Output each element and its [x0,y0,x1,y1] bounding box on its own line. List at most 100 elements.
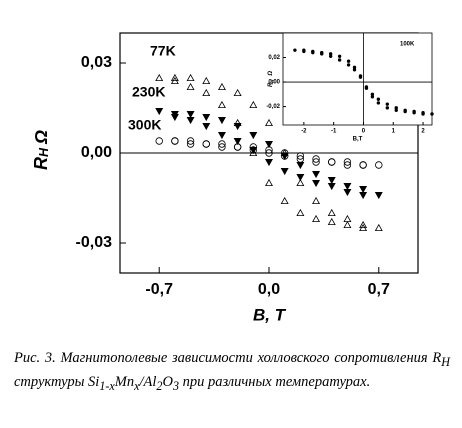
marker [280,152,289,160]
marker [312,179,321,188]
marker [337,58,342,62]
marker [155,73,164,82]
marker [202,113,211,122]
x-tick-label: 0 [362,129,366,135]
marker [217,82,226,91]
marker [328,54,333,59]
marker [296,155,305,163]
x-tick-label: 2 [421,129,425,135]
caption-text: структуры Si [14,373,100,390]
marker [186,140,195,148]
marker [375,161,383,169]
marker [374,223,383,232]
marker [376,101,381,105]
marker [296,152,305,160]
marker [359,185,368,194]
marker [370,95,375,99]
marker [312,214,321,223]
marker [186,116,195,125]
y-tick-label: 0,00 [81,144,112,161]
marker [217,131,226,140]
marker [249,143,258,151]
marker [249,100,258,109]
marker [249,146,258,154]
marker [265,146,273,154]
x-tick-label: 0,7 [368,281,390,298]
marker [265,118,273,127]
marker [218,143,226,151]
marker [328,158,336,166]
marker [327,176,336,185]
marker [343,158,352,166]
y-label-unit: Ω [268,71,274,77]
marker [359,220,368,229]
y-label-main: R [268,82,274,87]
y-axis-label: RHΩ [268,71,276,87]
y-axis-label: RHΩ [31,130,52,170]
marker [217,100,226,109]
series-label: 230K [132,84,165,100]
marker [265,158,273,167]
marker [312,196,321,205]
marker [346,59,351,63]
x-tick-label: -1 [331,129,337,135]
marker [265,149,273,157]
marker [296,178,305,187]
marker [296,208,305,217]
y-tick-label: 0,03 [81,54,112,71]
marker [359,191,368,200]
marker [186,73,195,82]
series-label: 300K [128,117,161,133]
series-label: 100K [400,42,415,48]
y-label-sub: H [37,147,51,157]
marker [170,73,179,82]
marker [346,63,351,67]
marker [343,188,352,197]
marker [218,140,226,148]
marker [265,140,273,149]
x-tick-label: 1 [392,129,396,135]
marker [233,137,242,146]
x-axis-label: B, T [253,305,287,324]
caption-text: /Al [139,373,157,390]
marker [343,182,352,191]
marker [202,88,211,97]
marker [337,54,342,59]
marker [202,140,210,148]
marker [327,182,336,191]
marker [171,137,179,145]
marker [170,76,179,85]
marker [280,167,289,176]
marker [374,191,383,200]
caption-sub: 3 [172,378,179,393]
y-tick-label: 0,02 [268,55,280,61]
marker [155,107,164,116]
marker [302,49,306,54]
caption-text: O [162,373,173,390]
caption-sub: H [441,354,450,369]
x-tick-label: -0,7 [145,281,173,298]
caption-sub: 2 [156,378,163,393]
marker [186,110,195,119]
marker [359,161,367,169]
x-tick-label: 0,0 [258,281,280,298]
marker [217,116,226,125]
y-label-main: R [31,157,51,170]
marker [320,52,324,56]
y-tick-label: 0,00 [268,80,280,86]
marker [233,143,242,151]
caption-text: Рис. 3. Магнитополевые зависимости холло… [14,350,442,366]
marker [233,88,242,97]
marker [412,111,416,115]
marker [394,108,398,112]
marker [364,86,369,90]
marker [385,102,389,106]
y-label-unit: Ω [31,130,51,145]
marker [358,75,363,79]
marker [280,196,289,205]
marker [265,178,273,187]
chart: 0,030,00-0,03-0,7 0,0 0,7B, TRHΩ77K230K300… [31,32,434,324]
marker [233,122,242,131]
y-tick-label: -0,03 [76,234,113,251]
